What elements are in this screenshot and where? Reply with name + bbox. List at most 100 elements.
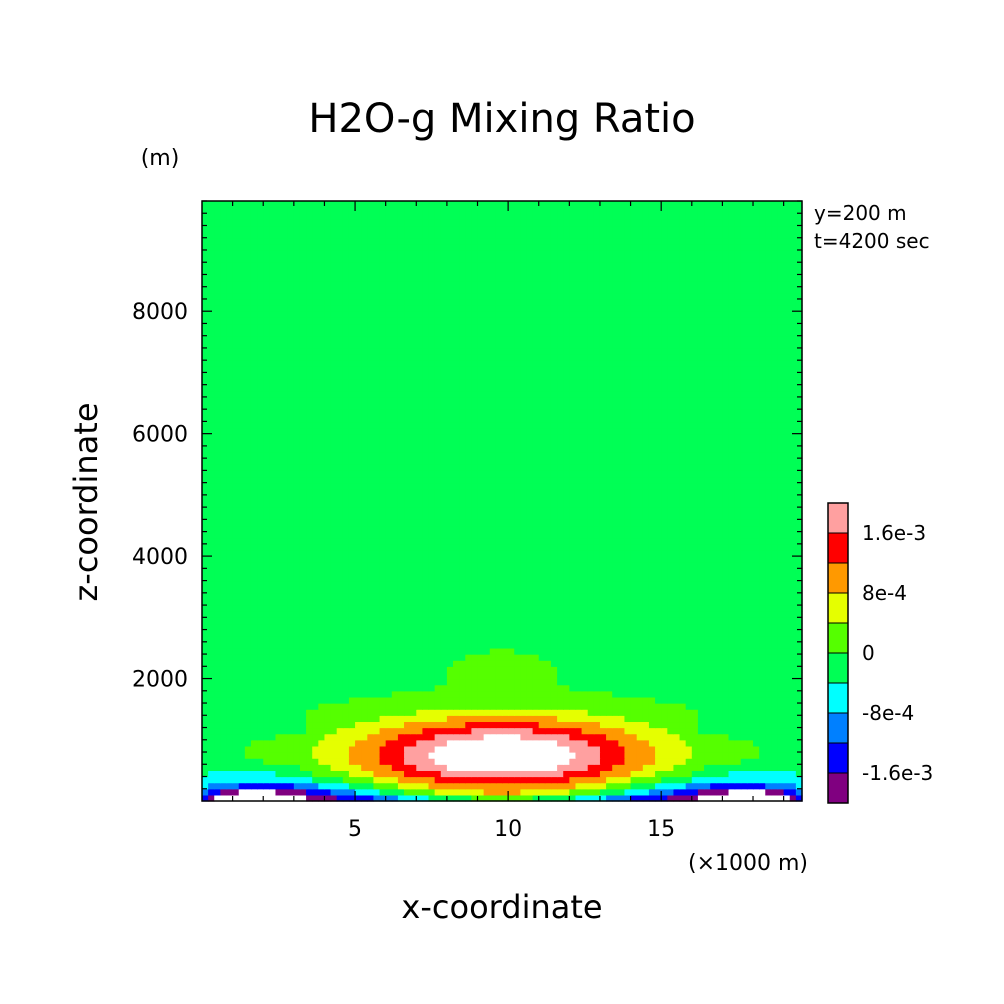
contour-cell	[355, 727, 362, 735]
contour-cell	[661, 562, 668, 569]
contour-cell	[312, 654, 319, 661]
contour-cell	[379, 672, 387, 680]
contour-cell	[465, 592, 472, 600]
contour-cell	[263, 537, 270, 545]
contour-cell	[238, 684, 246, 692]
contour-cell	[459, 543, 466, 551]
contour-cell	[263, 488, 270, 496]
contour-cell	[208, 745, 215, 753]
contour-cell	[465, 770, 472, 778]
contour-cell	[599, 586, 607, 594]
contour-cell	[330, 629, 338, 637]
contour-cell	[232, 635, 240, 643]
contour-cell	[312, 494, 319, 502]
contour-cell	[648, 647, 656, 655]
contour-cell	[281, 568, 289, 576]
contour-cell	[587, 525, 595, 533]
contour-cell	[465, 666, 472, 674]
contour-cell	[599, 733, 607, 741]
contour-cell	[495, 647, 503, 655]
contour-cell	[618, 562, 626, 569]
contour-cell	[385, 696, 393, 704]
contour-cell	[220, 507, 228, 514]
contour-cell	[312, 739, 319, 747]
contour-cell	[385, 647, 393, 655]
contour-cell	[275, 531, 283, 539]
contour-cell	[324, 537, 332, 545]
contour-cell	[710, 629, 717, 637]
contour-cell	[550, 556, 558, 563]
contour-cell	[318, 543, 326, 551]
contour-cell	[526, 666, 534, 674]
contour-cell	[679, 654, 687, 661]
contour-cell	[544, 586, 552, 594]
contour-cell	[324, 598, 332, 606]
contour-cell	[232, 703, 240, 710]
contour-cell	[502, 556, 509, 563]
contour-cell	[471, 586, 479, 594]
contour-cell	[404, 598, 411, 606]
contour-cell	[263, 758, 270, 765]
contour-cell	[734, 592, 742, 600]
contour-cell	[550, 543, 558, 551]
contour-cell	[569, 696, 577, 704]
contour-cell	[514, 764, 521, 771]
contour-cell	[661, 788, 668, 796]
contour-cell	[257, 605, 264, 612]
contour-cell	[446, 586, 454, 594]
contour-cell	[471, 501, 479, 508]
contour-cell	[471, 660, 479, 667]
contour-cell	[550, 782, 558, 790]
contour-cell	[404, 752, 411, 759]
contour-cell	[599, 727, 607, 735]
contour-cell	[312, 647, 319, 655]
contour-cell	[606, 770, 613, 778]
contour-cell	[679, 696, 687, 704]
contour-cell	[648, 684, 656, 692]
contour-cell	[563, 684, 570, 692]
contour-cell	[538, 696, 546, 704]
contour-cell	[673, 709, 681, 716]
contour-cell	[293, 758, 301, 765]
contour-cell	[355, 654, 362, 661]
contour-cell	[391, 580, 399, 588]
contour-cell	[538, 611, 546, 618]
contour-cell	[722, 752, 730, 759]
contour-cell	[593, 647, 601, 655]
contour-cell	[704, 654, 711, 661]
contour-cell	[593, 703, 601, 710]
contour-cell	[422, 709, 430, 716]
contour-cell	[465, 641, 472, 649]
contour-cell	[416, 788, 424, 796]
contour-cell	[648, 580, 656, 588]
contour-cell	[514, 703, 521, 710]
contour-cell	[477, 770, 485, 778]
contour-cell	[783, 586, 791, 594]
contour-cell	[287, 531, 295, 539]
contour-cell	[244, 586, 252, 594]
contour-cell	[348, 647, 356, 655]
contour-cell	[679, 721, 687, 729]
contour-cell	[514, 690, 521, 698]
contour-cell	[269, 507, 277, 514]
contour-cell	[269, 739, 277, 747]
contour-cell	[367, 623, 375, 631]
contour-cell	[606, 647, 613, 655]
contour-cell	[691, 488, 699, 496]
contour-cell	[618, 782, 626, 790]
contour-cell	[348, 580, 356, 588]
contour-cell	[777, 654, 785, 661]
contour-cell	[312, 782, 319, 790]
contour-cell	[281, 745, 289, 753]
contour-cell	[477, 684, 485, 692]
contour-cell	[446, 494, 454, 502]
contour-cell	[440, 684, 448, 692]
contour-cell	[324, 776, 332, 784]
contour-cell	[618, 660, 626, 667]
contour-cell	[575, 764, 583, 771]
contour-cell	[312, 672, 319, 680]
contour-cell	[385, 586, 393, 594]
contour-cell	[446, 703, 454, 710]
contour-cell	[257, 617, 264, 625]
contour-cell	[612, 580, 619, 588]
